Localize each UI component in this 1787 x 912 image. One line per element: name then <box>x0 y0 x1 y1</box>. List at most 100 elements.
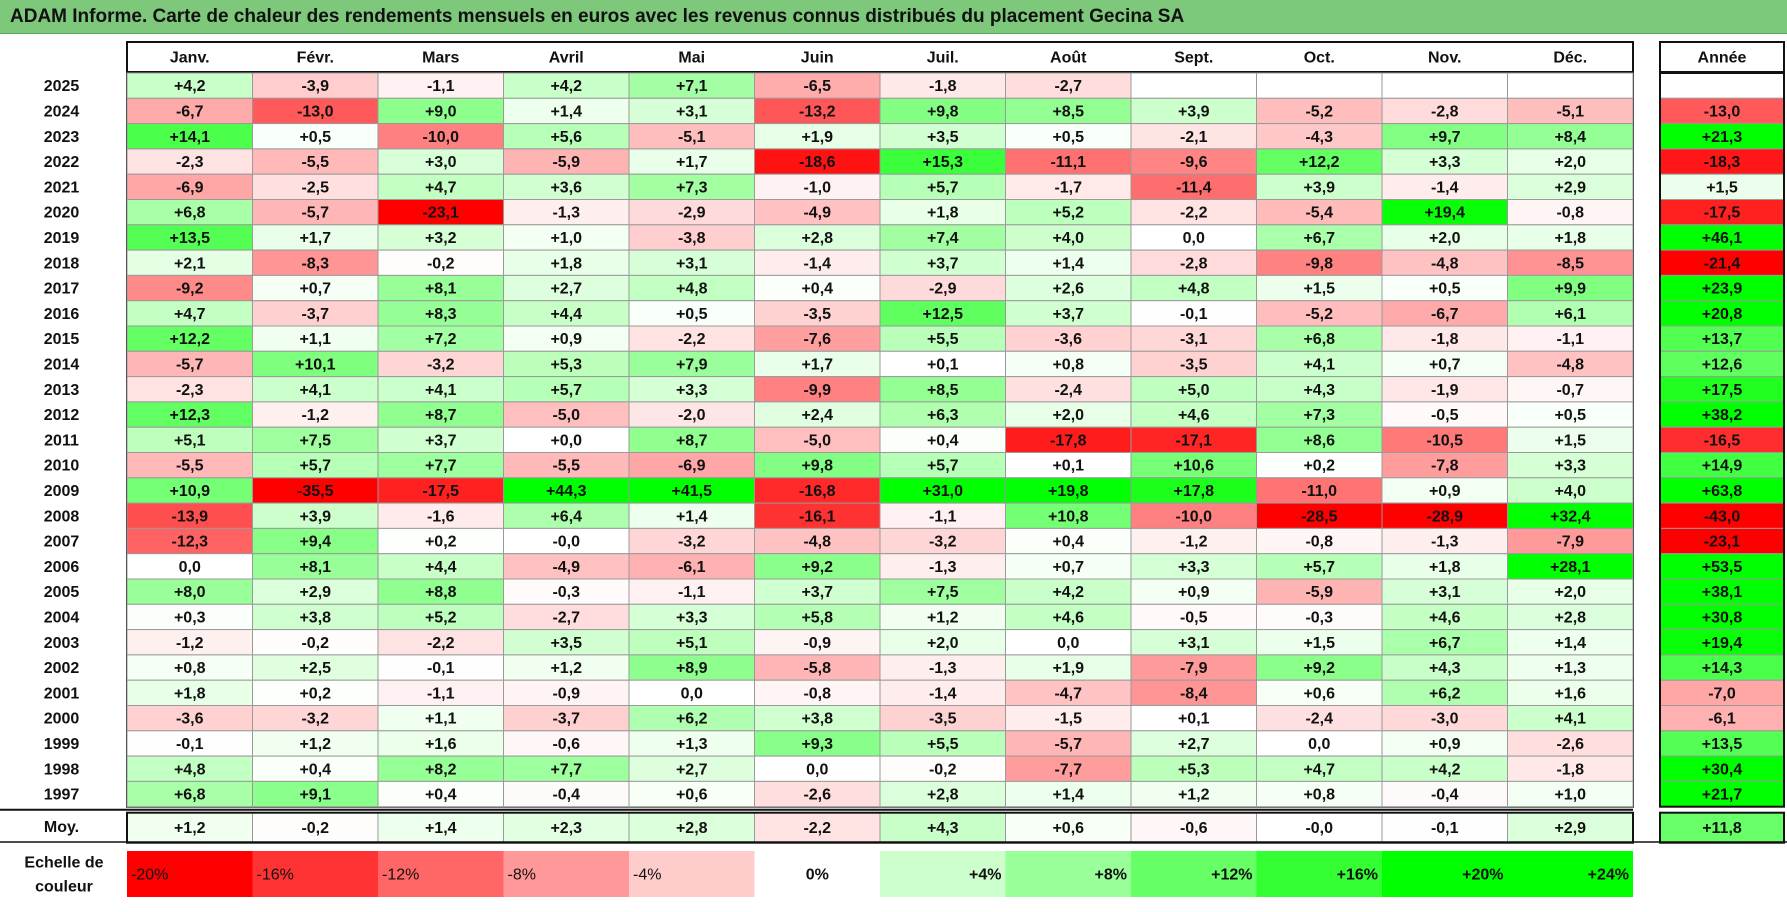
scale-step-label-1: -16% <box>257 867 294 884</box>
year-cell-1999-label: +13,5 <box>1702 736 1743 753</box>
cell-2010-5-label: +9,8 <box>801 458 833 475</box>
cell-2024-9 <box>1256 97 1383 125</box>
cell-2004-6-label: +1,2 <box>927 609 959 626</box>
cell-1997-5 <box>754 780 881 808</box>
cell-2017-3 <box>503 274 630 302</box>
cell-2016-11-label: +6,1 <box>1554 306 1586 323</box>
cell-2014-5-label: +1,7 <box>801 356 833 373</box>
year-cell-2007-label: -23,1 <box>1704 534 1741 551</box>
cell-2014-1-label: +10,1 <box>295 356 336 373</box>
cell-2008-3-label: +6,4 <box>550 508 582 525</box>
cell-2013-3-label: +5,7 <box>550 382 582 399</box>
cell-2006-11-label: +28,1 <box>1550 559 1591 576</box>
cell-2018-2 <box>377 249 504 276</box>
cell-2023-9 <box>1256 123 1383 150</box>
cell-2002-3 <box>503 654 630 681</box>
cell-2009-0-label: +10,9 <box>170 483 211 500</box>
row-label-2018: 2018 <box>44 255 80 272</box>
row-label-2006: 2006 <box>44 559 80 576</box>
average-cell-11 <box>1507 812 1634 844</box>
cell-2009-6-label: +31,0 <box>923 483 964 500</box>
cell-2003-2-label: -2,2 <box>427 635 455 652</box>
cell-2012-8-label: +4,6 <box>1178 407 1210 424</box>
cell-2016-9-label: -5,2 <box>1305 306 1333 323</box>
cell-2002-4 <box>628 654 755 681</box>
year-cell-2010 <box>1659 452 1785 479</box>
cell-2012-7 <box>1005 401 1132 428</box>
cell-2021-5 <box>754 173 881 200</box>
cell-2006-10-label: +1,8 <box>1429 559 1461 576</box>
cell-2020-1-label: -5,7 <box>301 205 329 222</box>
month-header-band <box>126 41 1634 73</box>
row-label-2020: 2020 <box>44 205 80 222</box>
cell-2024-0-label: -6,7 <box>176 103 204 120</box>
cell-2011-6-label: +0,4 <box>927 432 959 449</box>
cell-2002-3-label: +1,2 <box>550 660 582 677</box>
cell-2002-10-label: +4,3 <box>1429 660 1461 677</box>
year-cell-2003 <box>1659 629 1785 656</box>
cell-1998-5-label: 0,0 <box>806 761 828 778</box>
cell-1999-11-label: -2,6 <box>1556 736 1584 753</box>
cell-2005-0-label: +8,0 <box>174 584 206 601</box>
cell-2009-6 <box>879 477 1006 504</box>
cell-2003-3-label: +3,5 <box>550 635 582 652</box>
row-label-2004: 2004 <box>44 609 80 626</box>
cell-1999-2-label: +1,6 <box>425 736 457 753</box>
cell-2006-6 <box>879 553 1006 580</box>
scale-label-line2: couleur <box>35 879 93 896</box>
cell-2008-3 <box>503 502 630 529</box>
cell-2013-2 <box>377 376 504 403</box>
cell-1998-0-label: +4,8 <box>174 761 206 778</box>
scale-step-label-9: +16% <box>1337 867 1378 884</box>
cell-2016-5-label: -3,5 <box>803 306 831 323</box>
scale-step-label-7: +8% <box>1095 867 1127 884</box>
cell-2025-6-label: -1,8 <box>929 78 957 95</box>
cell-2011-0 <box>126 426 253 454</box>
cell-2021-7-label: -1,7 <box>1054 179 1082 196</box>
cell-2000-9 <box>1256 705 1383 732</box>
cell-2025-11 <box>1507 72 1634 99</box>
average-cell-4-label: +2,8 <box>676 820 708 837</box>
cell-2003-1-label: -0,2 <box>301 635 329 652</box>
cell-2007-10-label: -1,3 <box>1431 534 1459 551</box>
cell-2000-2-label: +1,1 <box>425 711 457 728</box>
cell-2021-11 <box>1507 173 1634 200</box>
year-cell-2019-label: +46,1 <box>1702 230 1743 247</box>
average-cell-0-label: +1,2 <box>174 820 206 837</box>
cell-2008-6-label: -1,1 <box>929 508 957 525</box>
cell-2007-2-label: +0,2 <box>425 534 457 551</box>
cell-2019-10 <box>1381 224 1508 251</box>
cell-2023-11 <box>1507 123 1634 150</box>
year-cell-2003-label: +19,4 <box>1702 635 1743 652</box>
cell-1999-4-label: +1,3 <box>676 736 708 753</box>
cell-2006-4-label: -6,1 <box>678 559 706 576</box>
cell-2022-11-label: +2,0 <box>1554 154 1586 171</box>
cell-2019-5-label: +2,8 <box>801 230 833 247</box>
column-header-9: Oct. <box>1304 50 1335 67</box>
scale-swatch-4 <box>629 851 755 897</box>
cell-1998-3-label: +7,7 <box>550 761 582 778</box>
row-label-2007: 2007 <box>44 534 80 551</box>
year-cell-2001-label: -7,0 <box>1708 685 1736 702</box>
cell-2015-9 <box>1256 325 1383 352</box>
cell-2022-8-label: -9,6 <box>1180 154 1208 171</box>
scale-step-label-3: -8% <box>508 867 536 884</box>
cell-2002-4-label: +8,9 <box>676 660 708 677</box>
cell-2024-5-label: -13,2 <box>799 103 836 120</box>
cell-2025-10 <box>1381 72 1508 99</box>
cell-2011-10-label: -10,5 <box>1427 432 1464 449</box>
scale-step-label-4: -4% <box>633 867 661 884</box>
cell-2014-7-label: +0,8 <box>1052 356 1084 373</box>
cell-2013-6-label: +8,5 <box>927 382 959 399</box>
cell-2008-0-label: -13,9 <box>172 508 209 525</box>
cell-2002-7-label: +1,9 <box>1052 660 1084 677</box>
cell-2012-11 <box>1507 401 1634 428</box>
cell-2020-8 <box>1130 199 1257 226</box>
cell-2014-2 <box>377 350 504 378</box>
cell-1997-4 <box>628 780 755 808</box>
cell-2013-9-label: +4,3 <box>1303 382 1335 399</box>
cell-2000-4 <box>628 705 755 732</box>
year-cell-2016 <box>1659 300 1785 327</box>
column-header-10: Nov. <box>1428 50 1461 67</box>
cell-2003-8-label: +3,1 <box>1178 635 1210 652</box>
